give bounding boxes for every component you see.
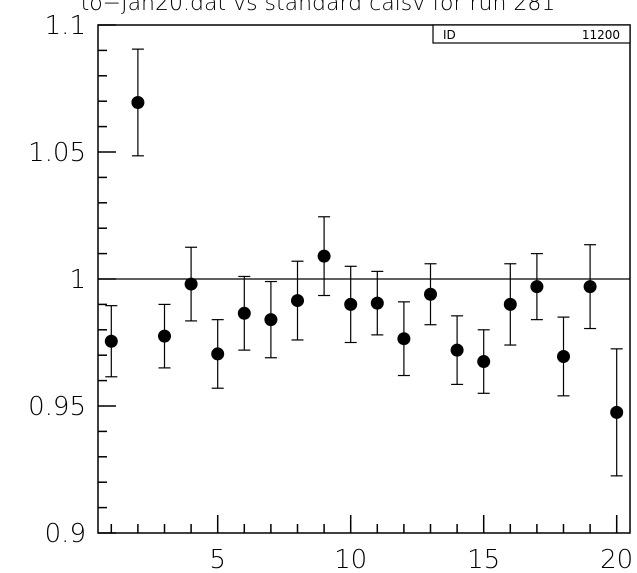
- data-point: [131, 95, 145, 109]
- stats-box: ID 11200: [432, 24, 631, 44]
- data-point: [477, 355, 491, 369]
- data-point: [184, 277, 198, 291]
- data-point: [264, 313, 278, 327]
- data-point: [610, 405, 624, 419]
- data-point: [104, 334, 118, 348]
- data-point: [237, 306, 251, 320]
- data-point: [530, 280, 544, 294]
- data-point: [211, 347, 225, 361]
- data-point: [370, 296, 384, 310]
- y-tick-label: 0.95: [28, 392, 86, 422]
- x-tick-label: 10: [334, 545, 367, 573]
- y-tick-label: 1.05: [28, 138, 86, 168]
- x-tick-label: 15: [467, 545, 500, 573]
- x-tick-label: 5: [209, 545, 226, 573]
- data-point: [344, 297, 358, 311]
- data-point: [291, 294, 304, 308]
- data-point: [450, 343, 464, 357]
- stats-box-value: 11200: [582, 28, 620, 42]
- y-tick-label: 1.1: [45, 11, 86, 41]
- data-point: [557, 349, 570, 363]
- data-point: [503, 297, 517, 311]
- data-point: [583, 280, 597, 294]
- y-tick-label: 1: [69, 265, 86, 295]
- chart-title: to−Jan20.dat vs standard calsv for run 2…: [81, 0, 556, 16]
- data-point: [317, 249, 331, 263]
- data-point: [424, 287, 437, 301]
- stats-box-label: ID: [443, 28, 456, 42]
- y-tick-label: 0.9: [45, 519, 86, 549]
- data-point: [397, 332, 411, 346]
- data-point: [158, 329, 171, 343]
- x-tick-label: 20: [600, 545, 633, 573]
